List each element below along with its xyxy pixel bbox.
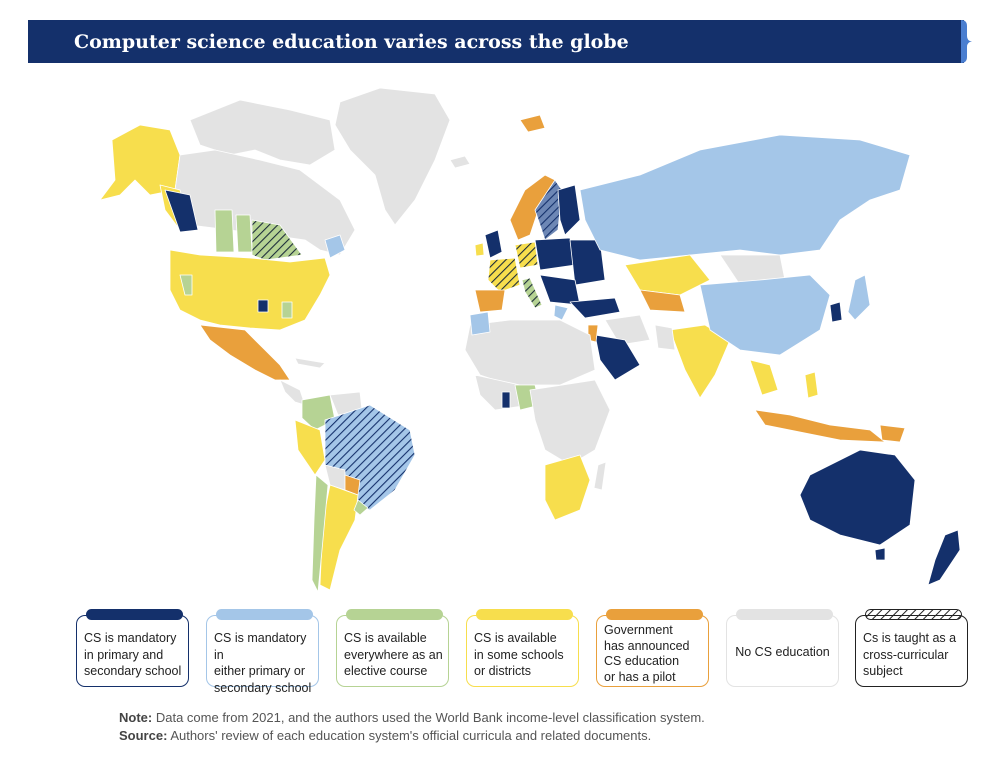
- philippines: [804, 371, 819, 399]
- note-text: Data come from 2021, and the authors use…: [155, 710, 705, 725]
- legend-label: CS is available everywhere as an electiv…: [344, 631, 443, 678]
- uk: [484, 229, 503, 259]
- legend-box: CS is mandatory in either primary or sec…: [206, 615, 319, 695]
- legend-label: Cs is taught as a cross-curricular subje…: [863, 631, 957, 678]
- usa-alabama: [281, 301, 293, 319]
- indonesia: [754, 409, 886, 443]
- pakistan: [654, 324, 676, 351]
- title-bar-tab: [961, 20, 972, 63]
- note-label: Note:: [119, 710, 153, 725]
- legend-item-cross-curricular: Cs is taught as a cross-curricular subje…: [855, 609, 970, 689]
- legend-item-some-schools: CS is available in some schools or distr…: [466, 609, 581, 689]
- legend-item-announced-pilot: Government has announced CS education or…: [596, 609, 711, 689]
- canada-maritimes: [324, 234, 346, 259]
- note-line: Note: Data come from 2021, and the autho…: [119, 709, 705, 727]
- legend-label: CS is available in some schools or distr…: [474, 631, 564, 678]
- page-title: Computer science education varies across…: [74, 30, 629, 53]
- uruguay: [353, 499, 369, 516]
- legend-label: CS is mandatory in either primary or sec…: [214, 631, 312, 695]
- legend-swatch-elective: [346, 609, 443, 620]
- legend-label: CS is mandatory in primary and secondary…: [84, 631, 182, 678]
- canada-saskatchewan: [214, 209, 235, 253]
- legend-box: No CS education: [726, 615, 839, 687]
- source-label: Source:: [119, 728, 168, 743]
- peru: [294, 419, 326, 476]
- mexico: [199, 324, 291, 381]
- canada-manitoba: [235, 214, 253, 253]
- legend-box: CS is available in some schools or distr…: [466, 615, 579, 687]
- iceland: [449, 155, 471, 169]
- new-zealand: [927, 529, 960, 586]
- poland-central: [534, 237, 576, 271]
- legend-swatch-no-cs: [736, 609, 833, 620]
- legend-swatch-cross-curricular: [865, 609, 962, 620]
- legend-box: Government has announced CS education or…: [596, 615, 709, 687]
- spain-portugal: [474, 289, 506, 313]
- legend-label: No CS education: [735, 645, 830, 659]
- alaska: [99, 124, 181, 201]
- footnotes: Note: Data come from 2021, and the autho…: [119, 709, 705, 745]
- legend-item-mandatory-both: CS is mandatory in primary and secondary…: [76, 609, 191, 689]
- legend-item-mandatory-either: CS is mandatory in either primary or sec…: [206, 609, 321, 695]
- iran-iraq: [604, 314, 651, 346]
- source-line: Source: Authors' review of each educatio…: [119, 727, 705, 745]
- chile: [311, 474, 329, 593]
- southeast-asia: [749, 359, 779, 396]
- korea: [829, 301, 843, 323]
- greece: [553, 304, 569, 321]
- legend-box: CS is available everywhere as an electiv…: [336, 615, 449, 687]
- usa: [169, 249, 331, 331]
- usa-arkansas: [257, 299, 269, 313]
- germany: [514, 241, 539, 269]
- legend-label: Government has announced CS education or…: [604, 623, 690, 684]
- source-text: Authors' review of each education system…: [170, 728, 652, 743]
- legend-item-no-cs: No CS education: [726, 609, 841, 689]
- papua-new-guinea: [879, 424, 906, 443]
- cuba: [294, 357, 326, 369]
- southern-africa: [544, 454, 591, 521]
- legend: CS is mandatory in primary and secondary…: [76, 609, 976, 695]
- legend-box: CS is mandatory in primary and secondary…: [76, 615, 189, 687]
- central-america: [279, 379, 306, 406]
- north-africa: [464, 319, 596, 386]
- legend-swatch-announced-pilot: [606, 609, 703, 620]
- tasmania: [874, 547, 886, 561]
- canada-ontario: [251, 219, 303, 261]
- central-asia: [639, 289, 686, 313]
- australia: [799, 449, 916, 546]
- madagascar: [593, 461, 607, 491]
- france: [487, 257, 521, 293]
- italy: [521, 277, 543, 309]
- ghana: [501, 391, 511, 409]
- turkey: [569, 297, 621, 319]
- china: [699, 274, 831, 356]
- usa-nevada: [179, 274, 193, 296]
- legend-item-elective: CS is available everywhere as an electiv…: [336, 609, 451, 689]
- central-east-africa: [529, 379, 611, 466]
- title-bar: Computer science education varies across…: [28, 20, 964, 63]
- finland: [557, 184, 581, 236]
- morocco: [469, 311, 491, 336]
- kazakhstan: [624, 254, 711, 296]
- world-map: [99, 87, 960, 593]
- legend-swatch-mandatory-either: [216, 609, 313, 620]
- russia: [579, 134, 911, 261]
- eastern-europe: [569, 239, 606, 286]
- greenland: [334, 87, 451, 226]
- saudi-arabia: [594, 334, 641, 381]
- legend-box: Cs is taught as a cross-curricular subje…: [855, 615, 968, 687]
- balkans: [539, 274, 581, 306]
- ireland: [474, 242, 485, 257]
- india: [669, 324, 731, 399]
- canada-alberta: [164, 189, 199, 233]
- legend-swatch-some-schools: [476, 609, 573, 620]
- legend-swatch-mandatory-both: [86, 609, 183, 620]
- svalbard: [519, 114, 546, 133]
- japan: [847, 274, 871, 321]
